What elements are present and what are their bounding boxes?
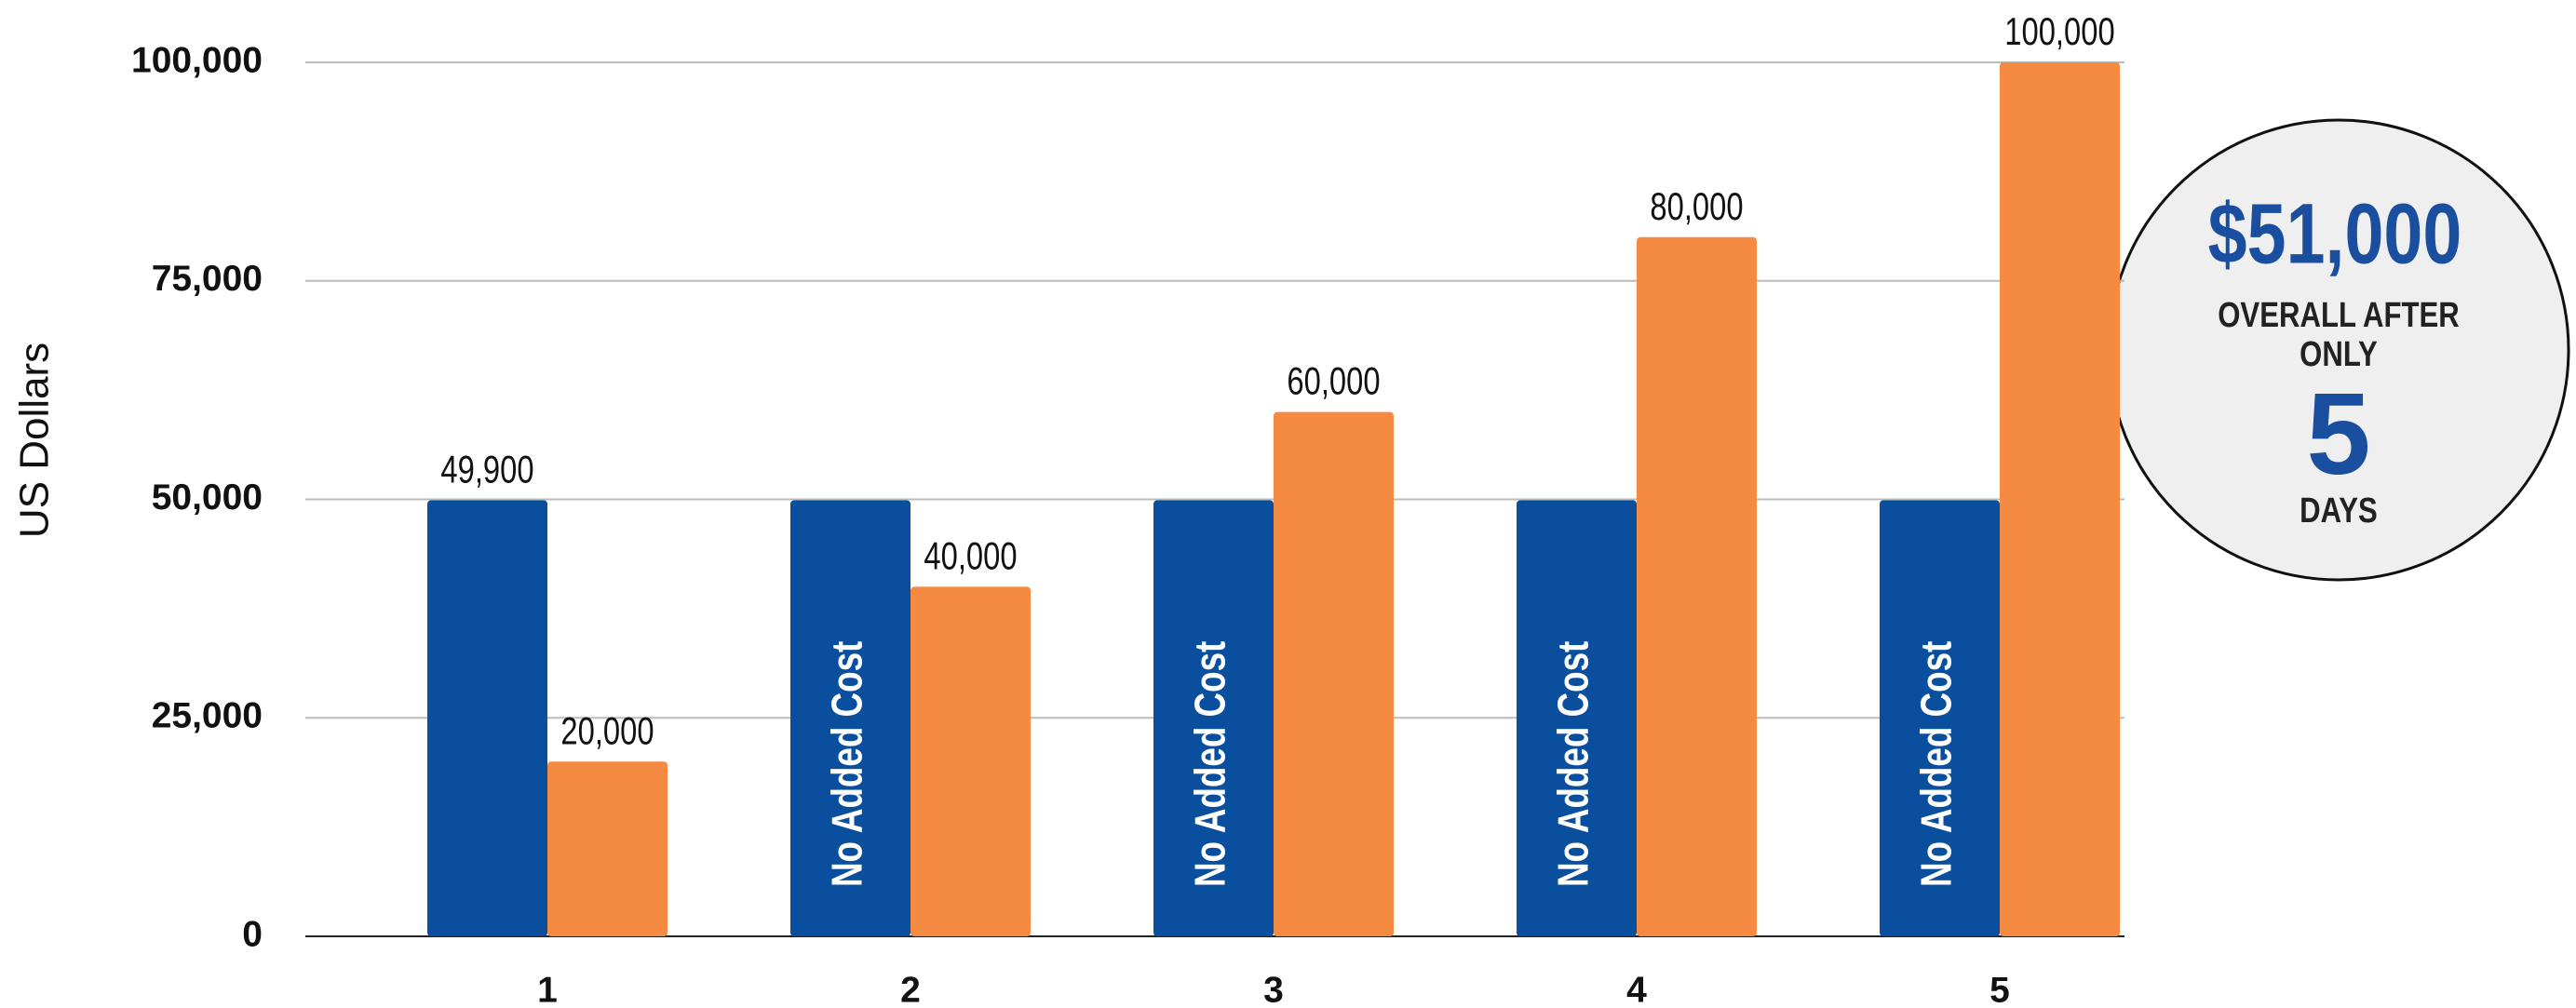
value-label: 60,000 [1287, 359, 1380, 403]
y-tick-label: 100,000 [131, 40, 263, 80]
x-tick-label: 3 [1263, 970, 1284, 1008]
y-tick-label: 75,000 [152, 259, 263, 299]
value-label: 49,900 [440, 448, 533, 491]
callout-text: ONLY [2300, 335, 2378, 374]
bar [2000, 62, 2120, 936]
bar [790, 500, 910, 936]
bar [427, 500, 547, 936]
bar [1274, 411, 1394, 937]
callout-days-number: 5 [2307, 370, 2371, 499]
value-label: 20,000 [560, 708, 654, 752]
bar [1880, 500, 2000, 936]
bar [547, 761, 668, 936]
value-label: No Added Cost [1186, 641, 1234, 887]
value-label: No Added Cost [1549, 641, 1598, 887]
bar [1517, 500, 1637, 936]
value-label: 40,000 [924, 534, 1017, 578]
x-tick-label: 2 [900, 970, 921, 1008]
x-tick-label: 1 [537, 970, 558, 1008]
bar [1637, 236, 1757, 937]
y-tick-label: 50,000 [152, 477, 263, 517]
bar [910, 586, 1031, 936]
value-label: No Added Cost [1912, 641, 1961, 887]
value-label: 100,000 [2004, 9, 2114, 53]
y-tick-label: 25,000 [152, 696, 263, 736]
bar [1153, 500, 1274, 936]
callout-amount: $51,000 [2208, 185, 2462, 281]
value-label: No Added Cost [823, 641, 871, 887]
callout-text: OVERALL AFTER [2218, 296, 2460, 335]
x-tick-label: 5 [1989, 970, 2010, 1008]
x-tick-label: 4 [1626, 970, 1647, 1008]
value-label: 80,000 [1650, 184, 1743, 228]
y-tick-label: 0 [242, 914, 263, 954]
callout-text: DAYS [2300, 491, 2378, 531]
y-axis-title: US Dollars [12, 343, 58, 538]
